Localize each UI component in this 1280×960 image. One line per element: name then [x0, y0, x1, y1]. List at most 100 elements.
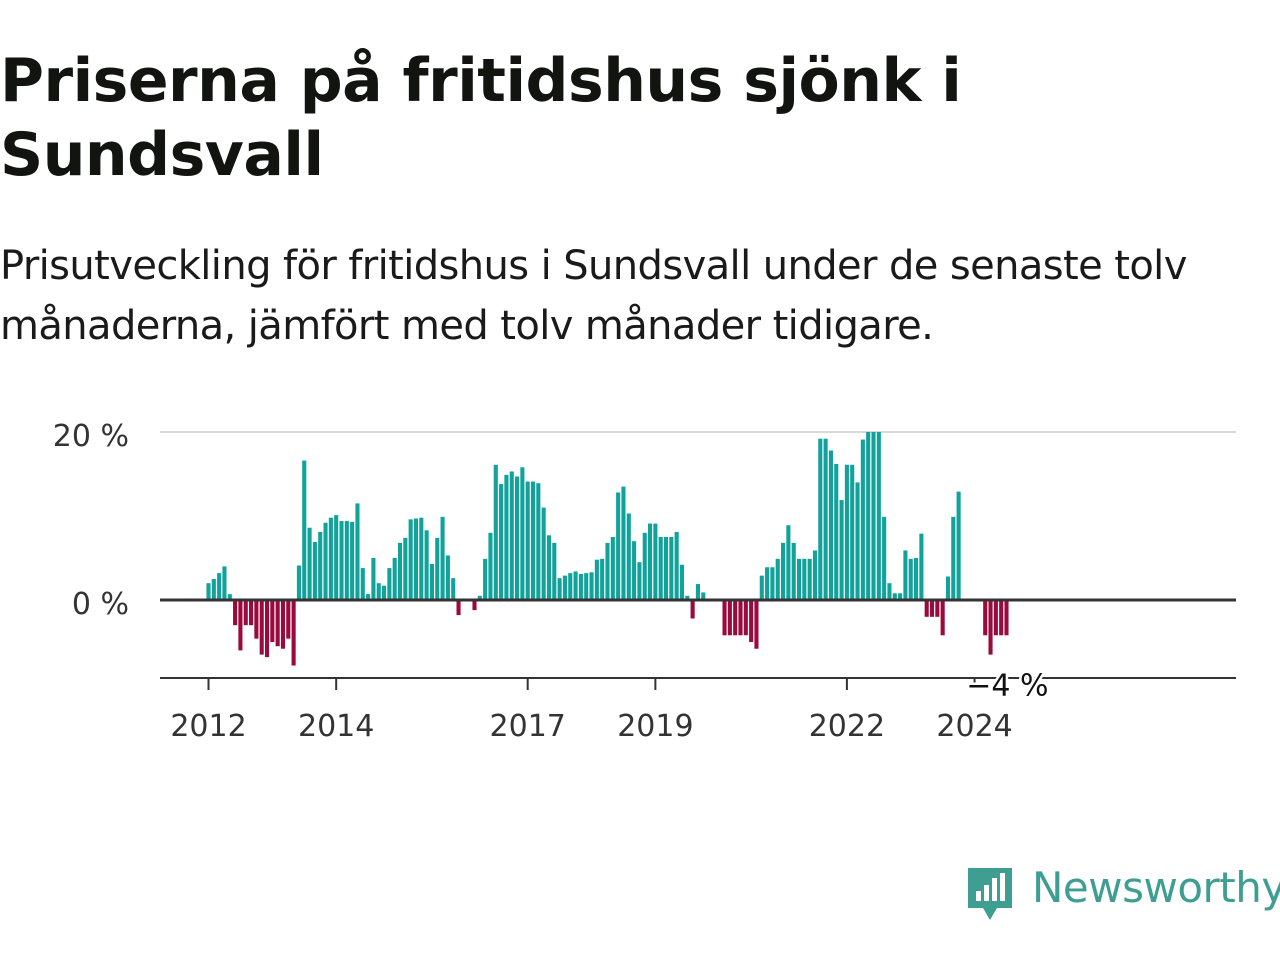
- bar: [658, 537, 663, 600]
- bar: [642, 532, 647, 600]
- bar: [802, 558, 807, 600]
- bar: [626, 513, 631, 600]
- bar: [350, 521, 355, 600]
- bar: [424, 530, 429, 600]
- bar: [669, 537, 674, 600]
- bar: [488, 532, 493, 600]
- bar: [844, 464, 849, 600]
- bar: [275, 600, 280, 647]
- bar: [882, 516, 887, 600]
- bar: [286, 600, 291, 639]
- x-tick-label: 2017: [490, 709, 566, 744]
- bar: [264, 600, 270, 658]
- bar: [217, 573, 222, 600]
- bar: [413, 518, 419, 600]
- bar: [929, 600, 935, 617]
- bar: [839, 500, 844, 600]
- bar: [249, 600, 254, 626]
- bar: [589, 572, 594, 600]
- bar: [552, 542, 557, 600]
- bar: [584, 573, 589, 600]
- bar: [743, 600, 748, 636]
- bar: [956, 491, 961, 600]
- bar: [759, 575, 764, 600]
- bar: [610, 537, 615, 600]
- bar: [871, 432, 876, 600]
- bar: [456, 600, 461, 616]
- bar: [339, 521, 344, 600]
- bar: [765, 567, 770, 600]
- bar: [222, 566, 227, 600]
- last-value-label: −4 %: [966, 668, 1048, 703]
- bar: [323, 522, 328, 600]
- bar: [674, 531, 679, 600]
- page-title: Priserna på fritidshus sjönk i Sundsvall: [0, 46, 962, 190]
- bar: [259, 600, 264, 655]
- y-tick-label: 0 %: [72, 587, 129, 622]
- bar: [211, 579, 216, 600]
- bar: [903, 550, 908, 600]
- bar: [993, 600, 998, 636]
- bar: [477, 595, 482, 600]
- bar: [749, 600, 754, 642]
- bar: [334, 515, 339, 600]
- bar: [227, 594, 232, 600]
- bar: [504, 474, 509, 600]
- bar: [451, 578, 456, 600]
- bar: [701, 592, 706, 600]
- bar: [722, 600, 727, 636]
- bar: [727, 600, 732, 636]
- bar: [850, 464, 855, 600]
- bar: [855, 482, 860, 600]
- bar: [616, 492, 621, 600]
- bar: [786, 525, 791, 600]
- bar: [812, 550, 818, 600]
- bar: [898, 593, 903, 600]
- bar: [445, 555, 450, 600]
- bar: [206, 583, 211, 600]
- bar: [770, 567, 775, 600]
- bar: [914, 558, 919, 600]
- y-tick-label: 20 %: [53, 419, 129, 454]
- bar: [935, 600, 940, 617]
- bar: [568, 573, 573, 600]
- bar: [403, 537, 408, 600]
- bar: [328, 517, 333, 600]
- bar: [483, 558, 488, 600]
- bar: [940, 600, 945, 636]
- bar: [530, 481, 536, 600]
- bar: [509, 471, 514, 600]
- x-tick-label: 2012: [170, 709, 246, 744]
- bar: [775, 558, 780, 600]
- bar: [419, 517, 424, 600]
- bar: [690, 600, 695, 619]
- bar: [983, 600, 988, 636]
- bar: [254, 600, 259, 639]
- bar: [472, 600, 477, 611]
- bar: [733, 600, 738, 636]
- brand-name: Newsworthy: [1032, 863, 1280, 912]
- bar: [520, 467, 525, 600]
- bar: [818, 438, 823, 600]
- bar: [557, 578, 562, 600]
- bar: [648, 523, 653, 600]
- bar: [233, 600, 238, 626]
- bar: [653, 523, 658, 600]
- bar: [605, 542, 610, 600]
- bar: [594, 559, 599, 600]
- bar: [344, 521, 349, 600]
- bar: [663, 537, 669, 600]
- bar: [866, 432, 871, 600]
- bar: [387, 568, 392, 600]
- bar: [892, 593, 897, 600]
- bar: [376, 583, 381, 600]
- bar: [919, 533, 924, 600]
- bar: [238, 600, 243, 651]
- bar: [435, 537, 440, 600]
- bar: [355, 503, 360, 600]
- last-value-halo: −4 %: [966, 668, 1048, 703]
- bar: [738, 600, 743, 636]
- bar: [834, 463, 839, 600]
- bar: [541, 507, 546, 600]
- bar-chart-speech-bubble-icon: [968, 868, 1012, 920]
